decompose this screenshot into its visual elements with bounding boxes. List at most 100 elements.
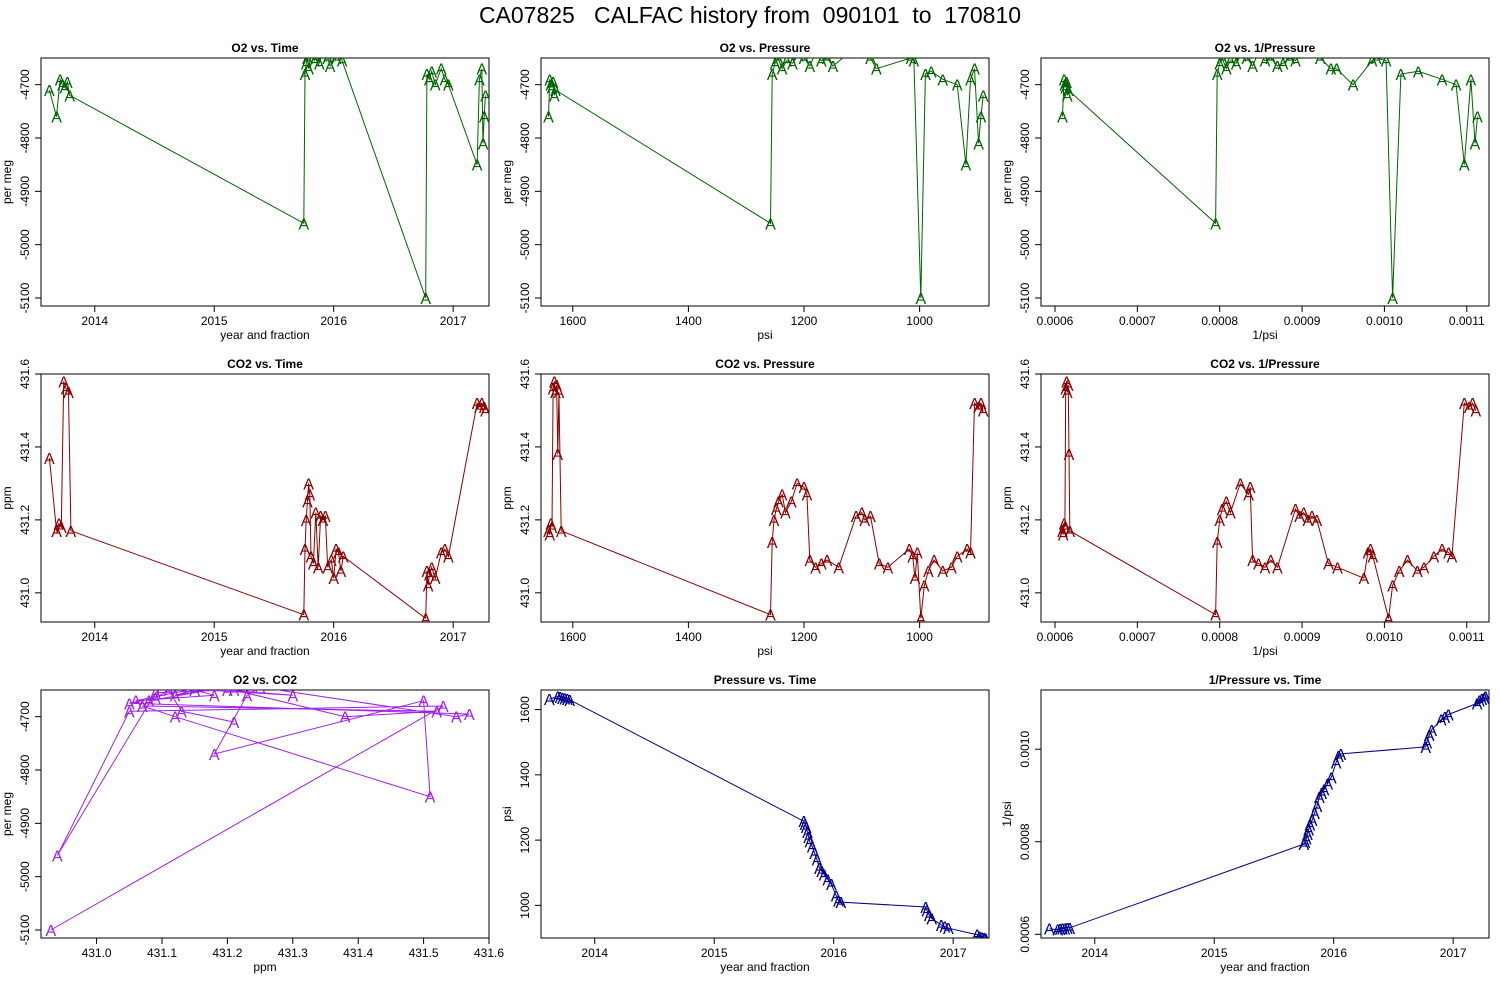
- x-tick-label: 2016: [1320, 946, 1347, 960]
- data-point: A: [769, 513, 780, 530]
- data-point: A: [773, 51, 784, 68]
- data-point: A: [1060, 78, 1071, 95]
- y-axis-label: psi: [500, 806, 514, 821]
- data-point: A: [331, 51, 342, 68]
- y-tick-label: -4900: [518, 176, 532, 207]
- data-point: A: [545, 78, 556, 95]
- x-tick-label: 0.0008: [1201, 630, 1238, 644]
- data-point: A: [1064, 921, 1075, 938]
- data-point: A: [826, 877, 837, 894]
- data-point: A: [443, 78, 454, 95]
- data-point: A: [1412, 564, 1423, 581]
- data-point: A: [1303, 823, 1314, 840]
- data-point: A: [322, 51, 333, 68]
- data-point: A: [1326, 62, 1337, 79]
- data-point: A: [189, 683, 200, 700]
- data-point: A: [1439, 710, 1450, 727]
- y-tick-label: -5000: [1018, 229, 1032, 260]
- data-point: A: [920, 67, 931, 84]
- data-point: A: [554, 385, 565, 402]
- data-point: A: [809, 846, 820, 863]
- series-line: [48, 58, 486, 299]
- y-tick-label: -5000: [518, 229, 532, 260]
- data-point: A: [1331, 62, 1342, 79]
- data-point: A: [543, 110, 554, 127]
- data-point: A: [337, 54, 348, 71]
- data-point: A: [1336, 747, 1347, 764]
- data-point: A: [306, 549, 317, 566]
- data-point: A: [1436, 713, 1447, 730]
- x-axis-label: year and fraction: [720, 960, 809, 974]
- x-tick-label: 2014: [81, 630, 108, 644]
- data-point: A: [946, 560, 957, 577]
- series-line: [548, 58, 984, 299]
- data-point: A: [300, 67, 311, 84]
- data-point: A: [1467, 396, 1478, 413]
- data-point: A: [939, 920, 950, 937]
- data-point: A: [781, 54, 792, 71]
- data-point: A: [480, 88, 491, 105]
- data-point: A: [1367, 54, 1378, 71]
- x-tick-label: 2017: [940, 946, 967, 960]
- chart-title: O2 vs. 1/Pressure: [1215, 41, 1316, 55]
- data-point: A: [1426, 723, 1437, 740]
- data-point: A: [906, 51, 917, 68]
- x-tick-label: 431.6: [474, 946, 504, 960]
- data-point: A: [322, 560, 333, 577]
- x-tick-label: 1400: [675, 630, 702, 644]
- data-point: A: [1231, 56, 1242, 73]
- data-point: A: [874, 557, 885, 574]
- x-tick-label: 1600: [559, 314, 586, 328]
- data-point: A: [965, 72, 976, 89]
- data-point: A: [1284, 51, 1295, 68]
- data-point: A: [1402, 553, 1413, 570]
- data-point: A: [302, 495, 313, 512]
- data-layer: AAAAAAAAAAAAAAAAAAAAAAAAAAAAAAAAAAAAAAAA…: [1057, 374, 1481, 628]
- data-point: A: [978, 88, 989, 105]
- chart-o2-pressure: O2 vs. Pressure 1600 1400 1200 1000 -4700 -480…: [500, 41, 990, 342]
- y-axis-label: per meg: [0, 792, 14, 836]
- data-point: A: [1301, 832, 1312, 849]
- x-tick-label: 0.0011: [1449, 630, 1485, 644]
- data-point: A: [44, 83, 55, 100]
- x-tick-label: 0.0007: [1119, 630, 1156, 644]
- data-point: A: [1061, 374, 1072, 391]
- data-point: A: [1290, 502, 1301, 519]
- data-point: A: [1387, 291, 1398, 308]
- x-tick-label: 2015: [1201, 946, 1228, 960]
- data-point: A: [1063, 378, 1074, 395]
- data-point: A: [338, 549, 349, 566]
- data-layer: AAAAAAAAAAAAAAAAAAAAAAAAAAAAAAAAAAAAAAAA…: [44, 374, 489, 622]
- data-point: A: [58, 374, 69, 391]
- data-point: A: [63, 385, 74, 402]
- data-point: A: [550, 83, 561, 100]
- x-tick-label: 2014: [1081, 946, 1108, 960]
- data-point: A: [1064, 447, 1075, 464]
- data-point: A: [828, 59, 839, 76]
- data-point: A: [915, 291, 926, 308]
- data-point: A: [150, 691, 161, 708]
- x-tick-label: 431.0: [82, 946, 112, 960]
- data-point: A: [943, 921, 954, 938]
- data-point: A: [1278, 56, 1289, 73]
- chart-title: O2 vs. CO2: [233, 673, 297, 687]
- data-point: A: [64, 88, 75, 105]
- data-point: A: [1383, 611, 1394, 628]
- data-point: A: [915, 611, 926, 628]
- data-point: A: [1064, 524, 1075, 541]
- y-tick-label: 1000: [518, 892, 532, 919]
- y-tick-label: -5000: [18, 861, 32, 892]
- y-tick-label: -4700: [518, 69, 532, 100]
- data-point: A: [1459, 158, 1470, 175]
- data-point: A: [1057, 110, 1068, 127]
- y-tick-label: 431.4: [1018, 432, 1032, 462]
- data-point: A: [222, 675, 233, 692]
- data-point: A: [922, 903, 933, 920]
- y-tick-label: -5100: [1018, 282, 1032, 313]
- data-point: A: [1265, 51, 1276, 68]
- data-point: A: [1312, 799, 1323, 816]
- data-point: A: [831, 889, 842, 906]
- data-point: A: [54, 517, 65, 534]
- plot-frame: [1040, 57, 1490, 307]
